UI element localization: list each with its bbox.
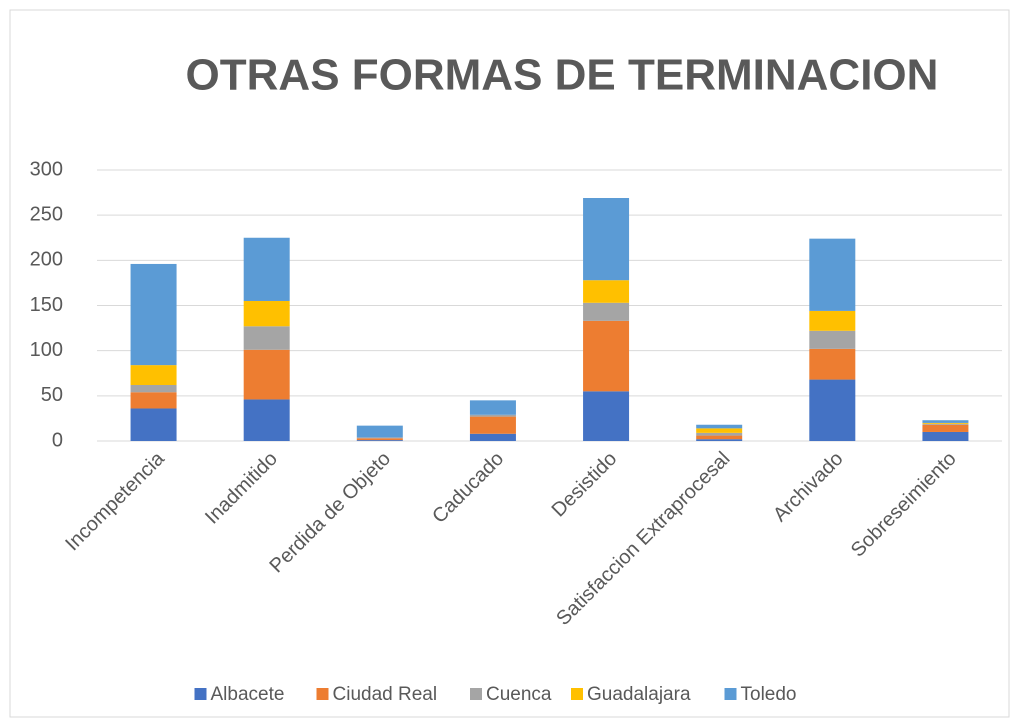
bar-segment: [243, 237, 290, 301]
bar-segment: [130, 392, 177, 409]
bar-segment: [469, 414, 516, 417]
bar-segment: [696, 435, 743, 440]
legend-label: Guadalajara: [587, 684, 691, 705]
legend-label: Albacete: [211, 684, 285, 705]
bar-segment: [809, 310, 856, 331]
bar-segment: [243, 326, 290, 350]
legend-swatch: [316, 688, 329, 700]
y-tick-label: 150: [30, 294, 63, 316]
bar-segment: [809, 379, 856, 441]
bar-segment: [583, 320, 630, 392]
y-tick-label: 250: [30, 203, 63, 225]
legend-label: Ciudad Real: [333, 684, 438, 705]
bar-segment: [130, 384, 177, 393]
bar-segment: [809, 330, 856, 349]
bar-segment: [243, 300, 290, 327]
bar-segment: [130, 365, 177, 385]
bar-segment: [243, 399, 290, 441]
y-tick-label: 300: [30, 158, 63, 180]
legend-swatch: [194, 688, 207, 700]
legend-swatch: [571, 688, 583, 700]
bar-segment: [583, 280, 630, 303]
bar-segment: [583, 198, 630, 281]
bar-segment: [696, 439, 743, 441]
legend-swatch: [470, 688, 482, 700]
bar-segment: [696, 432, 743, 436]
bar-segment: [243, 349, 290, 400]
y-tick-label: 0: [52, 429, 63, 451]
y-tick-label: 100: [30, 339, 63, 361]
bar-segment: [356, 425, 403, 438]
bar-segment: [922, 431, 969, 441]
chart-title: OTRAS FORMAS DE TERMINACION: [186, 51, 939, 100]
bar-segment: [696, 428, 743, 433]
y-tick-label: 50: [41, 384, 63, 406]
legend-swatch: [724, 688, 737, 700]
bar-segment: [696, 424, 743, 429]
bar-segment: [583, 391, 630, 441]
bar-segment: [130, 263, 177, 366]
bar-segment: [809, 238, 856, 311]
bar-segment: [356, 440, 403, 441]
bar-segment: [356, 438, 403, 441]
bar-segment: [809, 348, 856, 380]
bar-segment: [469, 400, 516, 415]
bar-segment: [583, 302, 630, 321]
bar-segment: [922, 423, 969, 425]
bar-segment: [469, 416, 516, 434]
bar-segment: [922, 420, 969, 423]
bar-segment: [356, 437, 403, 439]
legend-label: Cuenca: [486, 684, 552, 705]
y-tick-label: 200: [30, 249, 63, 271]
bar-segment: [130, 408, 177, 441]
legend-label: Toledo: [741, 684, 797, 705]
bar-segment: [469, 433, 516, 441]
bar-segment: [922, 422, 969, 424]
bar-segment: [922, 424, 969, 432]
